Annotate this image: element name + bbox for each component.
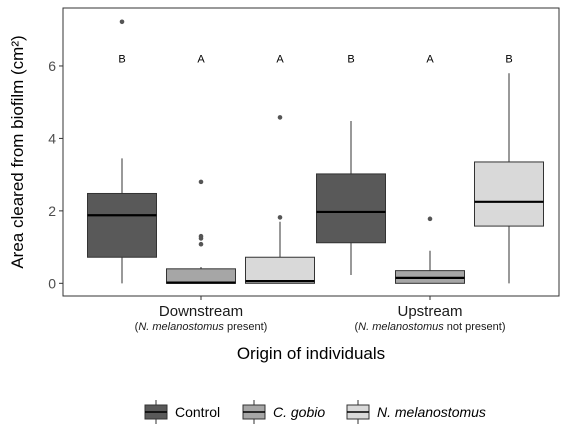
outlier-point-2-0 bbox=[277, 115, 283, 120]
y-axis: 0 2 4 6 bbox=[48, 58, 63, 291]
x-group-sublabel-part-0-0: ( bbox=[135, 321, 139, 333]
outlier-point-2-1 bbox=[277, 215, 283, 220]
x-group-sublabel-1: (N. melanostomus not present) bbox=[354, 321, 505, 333]
box-body-2 bbox=[245, 256, 315, 284]
significance-letter-5: B bbox=[505, 54, 512, 66]
box-body-5 bbox=[474, 161, 544, 227]
outlier-point-1-2 bbox=[198, 236, 204, 241]
outlier-point-0-0 bbox=[119, 19, 125, 25]
box-0 bbox=[87, 19, 157, 284]
x-axis: Downstream(N. melanostomus present)Upstr… bbox=[135, 296, 506, 333]
legend-label-1: C. gobio bbox=[273, 404, 325, 420]
x-group-sublabel-part-0-2: present) bbox=[224, 321, 267, 333]
x-group-sublabel-part-1-1: N. melanostomus bbox=[358, 321, 444, 333]
box-1 bbox=[166, 179, 236, 284]
x-group-label-0: Downstream bbox=[159, 303, 243, 320]
x-group-sublabel-part-1-2: not present) bbox=[444, 321, 506, 333]
box-3 bbox=[316, 121, 386, 275]
legend-item-1: C. gobio bbox=[242, 400, 325, 424]
legend-item-2: N. melanostomus bbox=[346, 400, 486, 424]
y-axis-title: Area cleared from biofilm (cm²) bbox=[8, 35, 27, 268]
outlier-point-1-0 bbox=[198, 179, 204, 185]
box-2 bbox=[245, 115, 315, 284]
x-group-sublabel-part-0-1: N. melanostomus bbox=[138, 321, 224, 333]
boxes bbox=[87, 19, 544, 284]
outlier-point-4-0 bbox=[427, 216, 433, 222]
x-group-sublabel-0: (N. melanostomus present) bbox=[135, 321, 268, 333]
box-body-1 bbox=[166, 268, 236, 284]
x-group-sublabel-part-1-0: ( bbox=[354, 321, 358, 333]
significance-letter-4: A bbox=[426, 54, 434, 66]
legend-label-2: N. melanostomus bbox=[377, 404, 486, 420]
significance-letter-3: B bbox=[347, 54, 354, 66]
x-group-label-1: Upstream bbox=[397, 303, 462, 320]
significance-letter-1: A bbox=[197, 54, 205, 66]
box-body-3 bbox=[316, 173, 386, 244]
legend: Control C. gobio N. melanostomus bbox=[144, 400, 486, 424]
legend-label-0: Control bbox=[175, 404, 220, 420]
significance-letter-0: B bbox=[118, 54, 125, 66]
y-tick-label-0: 0 bbox=[48, 275, 56, 291]
box-body-0 bbox=[87, 192, 157, 258]
y-tick-label-3: 6 bbox=[48, 58, 56, 74]
significance-letter-2: A bbox=[276, 54, 284, 66]
box-4 bbox=[395, 216, 465, 284]
y-tick-label-1: 2 bbox=[48, 203, 56, 219]
legend-item-0: Control bbox=[144, 400, 220, 424]
outlier-point-1-3 bbox=[198, 241, 204, 247]
y-tick-label-2: 4 bbox=[48, 130, 56, 146]
x-axis-title: Origin of individuals bbox=[237, 344, 385, 363]
box-5 bbox=[474, 73, 544, 284]
